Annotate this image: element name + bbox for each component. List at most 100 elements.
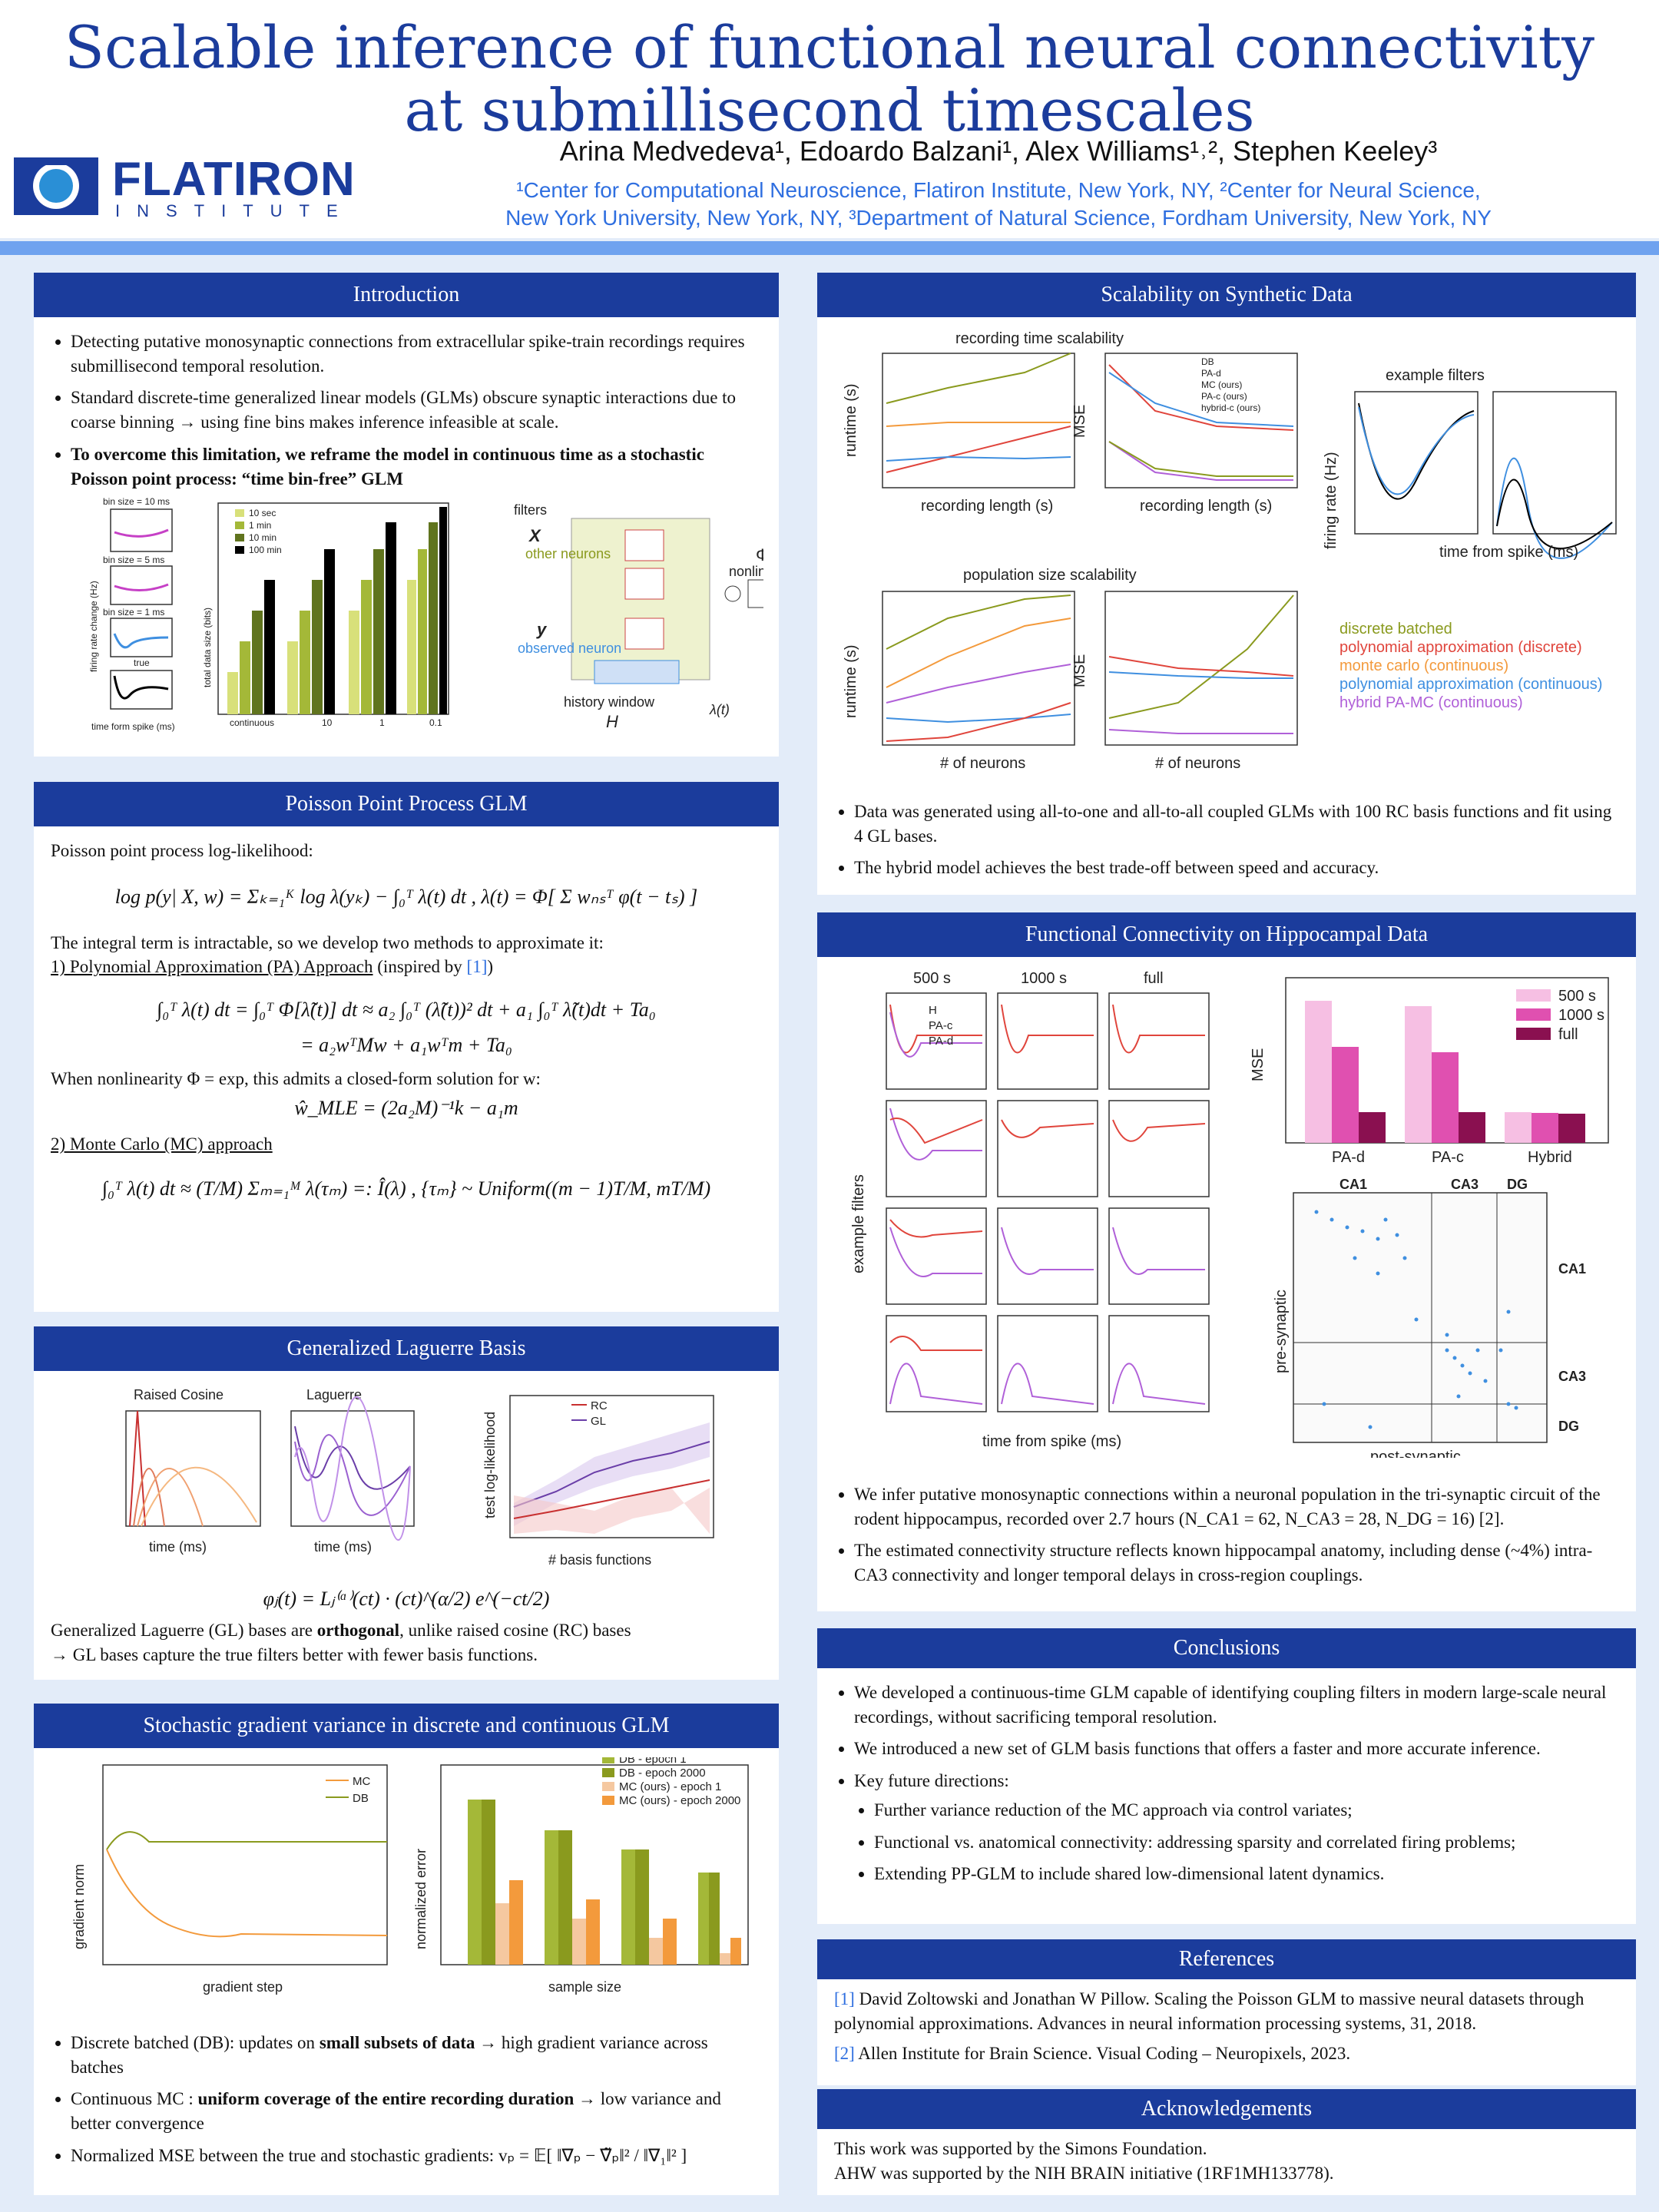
sgv-bullet-1: Discrete batched (DB): updates on small … bbox=[71, 2031, 765, 2079]
gl-equation: φⱼ(t) = Lⱼ⁽ᵅ⁾(ct) · (ct)^(α/2) e^(−ct/2) bbox=[263, 1588, 550, 1610]
sgv-legend-mc2000: MC (ours) - epoch 2000 bbox=[619, 1794, 740, 1807]
pa-heading: 1) Polynomial Approximation (PA) Approac… bbox=[51, 957, 373, 977]
pa-note: (inspired by bbox=[373, 957, 467, 977]
filter-grid bbox=[886, 992, 1210, 1412]
gl-heading: Generalized Laguerre Basis bbox=[34, 1326, 779, 1371]
gl-legend-gl: GL bbox=[591, 1415, 606, 1428]
gl-right-xlabel: # basis functions bbox=[548, 1552, 651, 1568]
leg-b-db: discrete batched bbox=[1339, 621, 1452, 637]
leg-s-pac: PA-c (ours) bbox=[1201, 391, 1247, 402]
poster-title-line1: Scalable inference of functional neural … bbox=[64, 13, 1595, 81]
ppp-eq-mc: ∫₀ᵀ λ(t) dt ≈ (T/M) Σₘ₌₁ᴹ λ(τₘ) =: Î(λ) … bbox=[101, 1177, 711, 1200]
lg-xlabel: time (ms) bbox=[314, 1539, 372, 1555]
concl-sub-3: Extending PP-GLM to include shared low-d… bbox=[874, 1862, 1619, 1886]
lbl-observed-neuron: observed neuron bbox=[518, 641, 621, 656]
lbl-bin10: bin size = 10 ms bbox=[103, 496, 170, 507]
hippo-ca1-side: CA1 bbox=[1558, 1261, 1586, 1277]
ppp-text2: When nonlinearity Φ = exp, this admits a… bbox=[51, 1068, 541, 1088]
scal-runtime-2: runtime (s) bbox=[843, 644, 859, 718]
ack-line-1: This work was supported by the Simons Fo… bbox=[834, 2139, 1207, 2158]
lbl-01: 0.1 bbox=[429, 717, 442, 728]
sgv-left-xlabel: gradient step bbox=[203, 1979, 283, 1995]
lbl-X: X bbox=[528, 526, 541, 545]
gl-legend-rc: RC bbox=[591, 1399, 608, 1412]
sgv-panel: Stochastic gradient variance in discrete… bbox=[34, 1704, 779, 2195]
leg-b-pac: polynomial approximation (continuous) bbox=[1339, 676, 1602, 693]
scal-bottom-title: population size scalability bbox=[963, 567, 1137, 584]
hippo-leg-full: full bbox=[1558, 1026, 1578, 1043]
pa-ref-link[interactable]: [1] bbox=[466, 957, 488, 977]
author-list: Arina Medvedeva¹, Edoardo Balzani¹, Alex… bbox=[559, 135, 1438, 167]
scal-figure: recording time scalability runtime (s) r… bbox=[843, 330, 1617, 772]
gl-figure: Raised Cosine time (ms) Laguerre time (m… bbox=[125, 1387, 714, 1568]
scal-runtime-1: runtime (s) bbox=[843, 383, 859, 457]
ack-panel: Acknowledgements This work was supported… bbox=[817, 2089, 1636, 2195]
scal-top-title: recording time scalability bbox=[955, 330, 1124, 347]
lbl-other-neurons: other neurons bbox=[525, 546, 611, 561]
lbl-H: H bbox=[606, 712, 618, 731]
intro-bullet-1: Detecting putative monosynaptic connecti… bbox=[71, 329, 762, 378]
laguerre-title: Laguerre bbox=[306, 1387, 362, 1402]
sgv-left-ylabel: gradient norm bbox=[71, 1864, 87, 1949]
hippo-leg-1000: 1000 s bbox=[1558, 1007, 1604, 1024]
hippo-dg-top: DG bbox=[1507, 1177, 1528, 1192]
ref-1: [1] David Zoltowski and Jonathan W Pillo… bbox=[834, 1989, 1584, 2033]
intro-panel: Introduction Detecting putative monosyna… bbox=[34, 273, 779, 757]
poster-header: Scalable inference of functional neural … bbox=[0, 0, 1659, 238]
gl-panel: Generalized Laguerre Basis Raised Cosine… bbox=[34, 1326, 779, 1680]
scal-panel: Scalability on Synthetic Data recording … bbox=[817, 273, 1636, 895]
lbl-time-form: time form spike (ms) bbox=[91, 721, 175, 732]
leg-s-db: DB bbox=[1201, 356, 1214, 367]
logo-text: FLATIRON bbox=[112, 153, 356, 206]
sgv-heading: Stochastic gradient variance in discrete… bbox=[34, 1704, 779, 1748]
leg-b-pad: polynomial approximation (discrete) bbox=[1339, 639, 1582, 656]
concl-sub-1: Further variance reduction of the MC app… bbox=[874, 1798, 1619, 1823]
scal-filters-title: example filters bbox=[1386, 367, 1485, 384]
scal-mse-2: MSE bbox=[1071, 654, 1088, 687]
hippo-col-full: full bbox=[1144, 970, 1164, 987]
lbl-lambda: λ(t) bbox=[709, 702, 730, 717]
gl-text: Generalized Laguerre (GL) bases are orth… bbox=[51, 1621, 631, 1664]
ppp-intro: Poisson point process log-likelihood: bbox=[51, 841, 313, 860]
scal-heading: Scalability on Synthetic Data bbox=[817, 273, 1636, 317]
sgv-legend-db1: DB - epoch 1 bbox=[619, 1757, 687, 1766]
lbl-continuous: continuous bbox=[230, 717, 274, 728]
leg-b-hyb: hybrid PA-MC (continuous) bbox=[1339, 694, 1523, 711]
hippo-figure: 500 s 1000 s full H PA-c bbox=[850, 970, 1609, 1458]
normalized-error-bars bbox=[468, 1800, 741, 1965]
intro-bullet-2: Standard discrete-time generalized linea… bbox=[71, 386, 762, 434]
sgv-right-ylabel: normalized error bbox=[413, 1849, 429, 1949]
hippo-panel: Functional Connectivity on Hippocampal D… bbox=[817, 912, 1636, 1611]
hippo-bar-hybrid: Hybrid bbox=[1528, 1149, 1572, 1166]
leg-s-pad: PA-d bbox=[1201, 368, 1221, 379]
lbl-firing-change: firing rate change (Hz) bbox=[88, 581, 99, 672]
leg-s-mc: MC (ours) bbox=[1201, 379, 1242, 390]
hippo-post: post-synaptic bbox=[1370, 1449, 1461, 1458]
legend-100min: 100 min bbox=[249, 545, 282, 555]
sgv-bullet-2: Continuous MC : uniform coverage of the … bbox=[71, 2087, 765, 2135]
ppp-panel: Poisson Point Process GLM Poisson point … bbox=[34, 782, 779, 1312]
sgv-legend-mc1: MC (ours) - epoch 1 bbox=[619, 1780, 721, 1793]
affiliation-line1: ¹Center for Computational Neuroscience, … bbox=[516, 178, 1481, 202]
ack-line-2: AHW was supported by the NIH BRAIN initi… bbox=[834, 2163, 1334, 2183]
hippo-legend-pac: PA-c bbox=[929, 1019, 953, 1032]
ppp-eq-mle: ŵ_MLE = (2a₂M)⁻¹k − a₁m bbox=[294, 1096, 518, 1119]
concl-sub-2: Functional vs. anatomical connectivity: … bbox=[874, 1830, 1619, 1855]
legend-1min: 1 min bbox=[249, 520, 271, 531]
hippo-bar-pac: PA-c bbox=[1432, 1149, 1464, 1166]
scal-neurons-1: # of neurons bbox=[940, 755, 1025, 772]
connectivity-points bbox=[1314, 1210, 1518, 1429]
scal-mse-1: MSE bbox=[1071, 405, 1088, 438]
sgv-legend-mc: MC bbox=[353, 1775, 370, 1788]
refs-heading: References bbox=[817, 1939, 1636, 1979]
hippo-bullet-1: We infer putative monosynaptic connectio… bbox=[854, 1482, 1618, 1531]
hippo-ca1-top: CA1 bbox=[1339, 1177, 1367, 1192]
sgv-bullet-3: Normalized MSE between the true and stoc… bbox=[71, 2144, 765, 2168]
hippo-pre: pre-synaptic bbox=[1273, 1290, 1290, 1373]
sgv-legend-db: DB bbox=[353, 1792, 369, 1805]
scal-bullet-2: The hybrid model achieves the best trade… bbox=[854, 856, 1618, 880]
ref-2: [2] Allen Institute for Brain Science. V… bbox=[834, 2044, 1351, 2064]
rc-title: Raised Cosine bbox=[134, 1387, 224, 1402]
concl-heading: Conclusions bbox=[817, 1628, 1636, 1668]
hippo-heading: Functional Connectivity on Hippocampal D… bbox=[817, 912, 1636, 957]
